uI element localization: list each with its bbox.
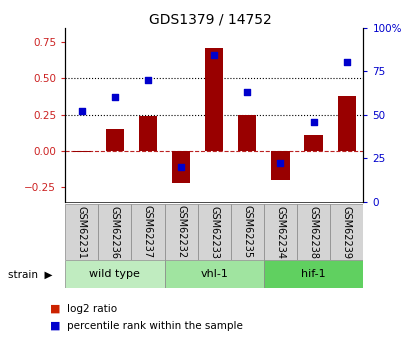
Text: GSM62235: GSM62235 (242, 206, 252, 258)
Bar (131, 204, 165, 260)
Bar (172, 151, 190, 183)
Bar (297, 204, 330, 260)
Text: GDS1379 / 14752: GDS1379 / 14752 (149, 12, 271, 26)
Text: ■: ■ (50, 321, 61, 331)
Text: GSM62231: GSM62231 (77, 206, 87, 258)
Bar (65, 204, 98, 260)
Text: ■: ■ (50, 304, 61, 314)
Point (78, 108, 85, 114)
Point (344, 60, 350, 65)
Bar (98, 204, 131, 260)
Point (277, 161, 284, 166)
Text: percentile rank within the sample: percentile rank within the sample (67, 321, 243, 331)
Bar (264, 204, 297, 260)
Text: GSM62239: GSM62239 (342, 206, 352, 258)
Text: hif-1: hif-1 (301, 269, 326, 279)
Bar (106, 129, 124, 151)
Point (111, 95, 118, 100)
Bar (65, 260, 165, 288)
Text: GSM62233: GSM62233 (209, 206, 219, 258)
Text: log2 ratio: log2 ratio (67, 304, 117, 314)
Bar (73, 151, 91, 152)
Bar (139, 116, 157, 151)
Text: GSM62236: GSM62236 (110, 206, 120, 258)
Text: wild type: wild type (89, 269, 140, 279)
Bar (338, 96, 356, 151)
Point (178, 164, 184, 170)
Text: GSM62238: GSM62238 (309, 206, 319, 258)
Bar (271, 151, 289, 180)
Bar (231, 204, 264, 260)
Text: GSM62232: GSM62232 (176, 206, 186, 258)
Point (144, 77, 151, 83)
Text: GSM62234: GSM62234 (276, 206, 286, 258)
Bar (330, 204, 363, 260)
Bar (304, 135, 323, 151)
Bar (198, 204, 231, 260)
Text: vhl-1: vhl-1 (200, 269, 228, 279)
Text: strain  ▶: strain ▶ (8, 269, 53, 279)
Point (244, 89, 251, 95)
Bar (165, 260, 264, 288)
Point (310, 119, 317, 125)
Point (211, 53, 218, 58)
Bar (205, 48, 223, 151)
Bar (264, 260, 363, 288)
Bar (238, 115, 257, 151)
Text: GSM62237: GSM62237 (143, 206, 153, 258)
Bar (165, 204, 198, 260)
